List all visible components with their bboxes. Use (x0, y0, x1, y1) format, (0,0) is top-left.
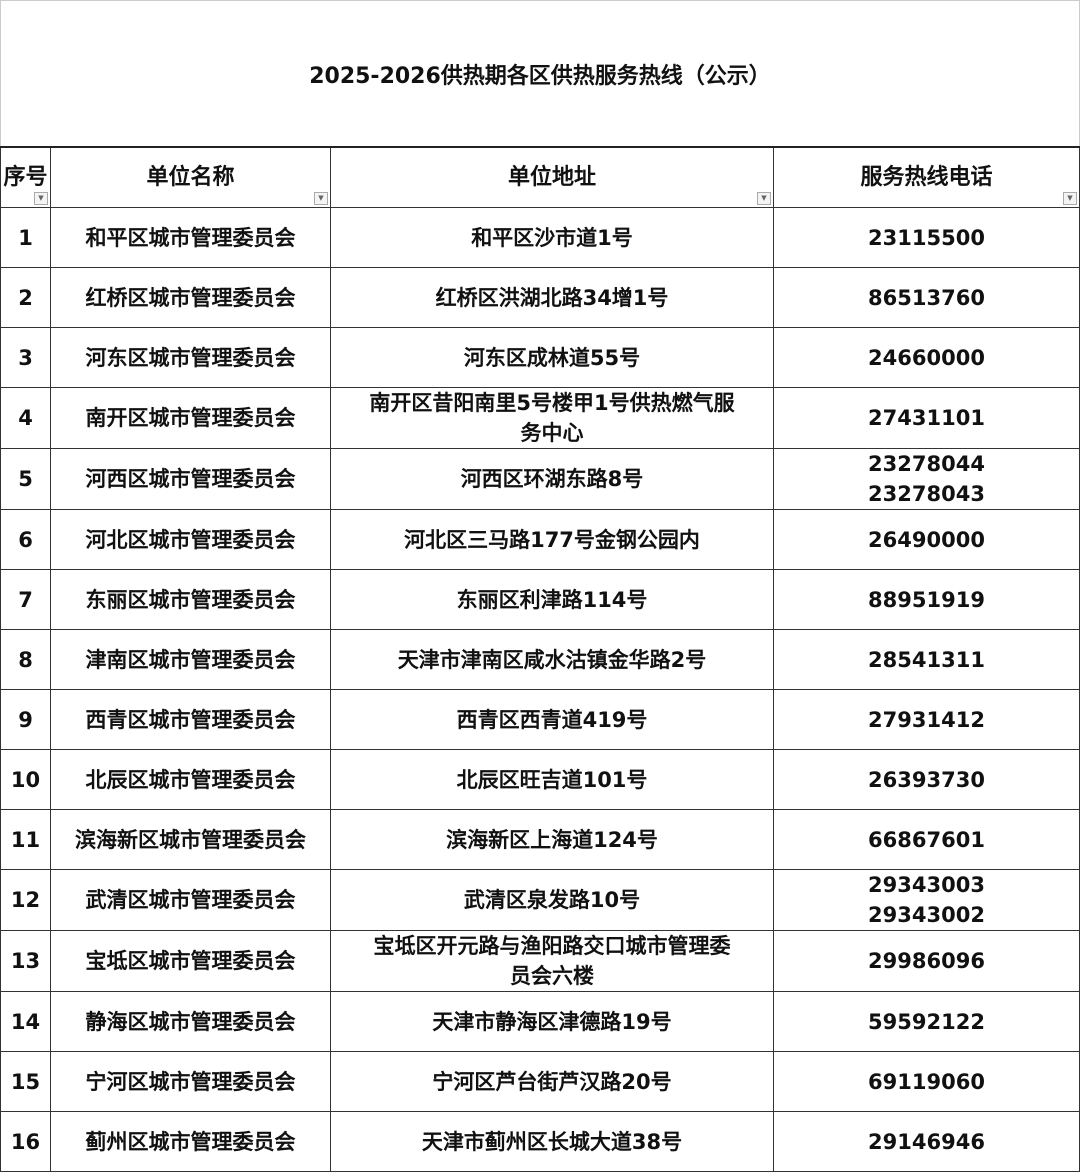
cell-unit-name: 西青区城市管理委员会 (50, 689, 331, 750)
cell-unit-name: 河西区城市管理委员会 (50, 448, 331, 510)
column-header-label: 序号 (3, 164, 48, 190)
cell-number: 8 (0, 629, 51, 690)
cell-hotline: 23115500 (773, 207, 1080, 268)
page-title: 2025-2026供热期各区供热服务热线（公示） (309, 64, 771, 89)
column-header-label: 单位名称 (146, 164, 235, 190)
cell-hotline: 86513760 (773, 267, 1080, 328)
table-row: 14 静海区城市管理委员会 天津市静海区津德路19号 59592122 (0, 991, 1080, 1052)
cell-unit-name: 宁河区城市管理委员会 (50, 1051, 331, 1112)
table-row: 8 津南区城市管理委员会 天津市津南区咸水沽镇金华路2号 28541311 (0, 629, 1080, 690)
cell-hotline: 29343003 29343002 (773, 869, 1080, 931)
cell-number: 7 (0, 569, 51, 630)
cell-unit-name: 东丽区城市管理委员会 (50, 569, 331, 630)
cell-address: 东丽区利津路114号 (330, 569, 774, 630)
table-row: 15 宁河区城市管理委员会 宁河区芦台街芦汉路20号 69119060 (0, 1051, 1080, 1112)
cell-hotline: 29146946 (773, 1111, 1080, 1172)
cell-address: 河北区三马路177号金钢公园内 (330, 509, 774, 570)
cell-unit-name: 滨海新区城市管理委员会 (50, 809, 331, 870)
column-header-unit-name: 单位名称 ▼ (50, 146, 331, 208)
table-row: 3 河东区城市管理委员会 河东区成林道55号 24660000 (0, 327, 1080, 388)
cell-unit-name: 宝坻区城市管理委员会 (50, 930, 331, 992)
cell-unit-name: 静海区城市管理委员会 (50, 991, 331, 1052)
column-header-hotline: 服务热线电话 ▼ (773, 146, 1080, 208)
table-row: 12 武清区城市管理委员会 武清区泉发路10号 29343003 29343002 (0, 869, 1080, 931)
cell-unit-name: 河东区城市管理委员会 (50, 327, 331, 388)
column-header-number: 序号 ▼ (0, 146, 51, 208)
cell-hotline: 88951919 (773, 569, 1080, 630)
cell-number: 2 (0, 267, 51, 328)
table-row: 7 东丽区城市管理委员会 东丽区利津路114号 88951919 (0, 569, 1080, 630)
cell-address: 河东区成林道55号 (330, 327, 774, 388)
cell-address: 武清区泉发路10号 (330, 869, 774, 931)
cell-number: 5 (0, 448, 51, 510)
cell-address: 宁河区芦台街芦汉路20号 (330, 1051, 774, 1112)
cell-unit-name: 津南区城市管理委员会 (50, 629, 331, 690)
cell-hotline: 69119060 (773, 1051, 1080, 1112)
cell-unit-name: 武清区城市管理委员会 (50, 869, 331, 931)
table-body: 1 和平区城市管理委员会 和平区沙市道1号 23115500 2 红桥区城市管理委员会 红桥… (0, 207, 1080, 1172)
cell-address: 红桥区洪湖北路34增1号 (330, 267, 774, 328)
table-row: 5 河西区城市管理委员会 河西区环湖东路8号 23278044 23278043 (0, 448, 1080, 510)
cell-hotline: 23278044 23278043 (773, 448, 1080, 510)
cell-hotline: 59592122 (773, 991, 1080, 1052)
cell-unit-name: 和平区城市管理委员会 (50, 207, 331, 268)
cell-number: 3 (0, 327, 51, 388)
cell-number: 14 (0, 991, 51, 1052)
column-header-label: 单位地址 (507, 164, 596, 190)
table-row: 11 滨海新区城市管理委员会 滨海新区上海道124号 66867601 (0, 809, 1080, 870)
cell-hotline: 26490000 (773, 509, 1080, 570)
table-row: 10 北辰区城市管理委员会 北辰区旺吉道101号 26393730 (0, 749, 1080, 810)
table-row: 9 西青区城市管理委员会 西青区西青道419号 27931412 (0, 689, 1080, 750)
cell-address: 西青区西青道419号 (330, 689, 774, 750)
cell-number: 4 (0, 387, 51, 449)
dropdown-filter-icon[interactable]: ▼ (757, 192, 771, 205)
cell-address: 河西区环湖东路8号 (330, 448, 774, 510)
table-row: 13 宝坻区城市管理委员会 宝坻区开元路与渔阳路交口城市管理委 员会六楼 299860… (0, 930, 1080, 992)
cell-number: 11 (0, 809, 51, 870)
hotline-table: 序号 ▼ 单位名称 ▼ 单位地址 ▼ 服务热线电话 ▼ 1 和平区城市管理委员会 和平区沙市… (0, 146, 1080, 1172)
cell-number: 1 (0, 207, 51, 268)
dropdown-filter-icon[interactable]: ▼ (1063, 192, 1077, 205)
cell-number: 10 (0, 749, 51, 810)
table-row: 16 蓟州区城市管理委员会 天津市蓟州区长城大道38号 29146946 (0, 1111, 1080, 1172)
table-row: 2 红桥区城市管理委员会 红桥区洪湖北路34增1号 86513760 (0, 267, 1080, 328)
cell-unit-name: 蓟州区城市管理委员会 (50, 1111, 331, 1172)
cell-address: 宝坻区开元路与渔阳路交口城市管理委 员会六楼 (330, 930, 774, 992)
cell-number: 6 (0, 509, 51, 570)
cell-number: 16 (0, 1111, 51, 1172)
cell-hotline: 28541311 (773, 629, 1080, 690)
cell-address: 北辰区旺吉道101号 (330, 749, 774, 810)
cell-number: 15 (0, 1051, 51, 1112)
cell-unit-name: 南开区城市管理委员会 (50, 387, 331, 449)
cell-hotline: 27431101 (773, 387, 1080, 449)
dropdown-filter-icon[interactable]: ▼ (314, 192, 328, 205)
cell-hotline: 26393730 (773, 749, 1080, 810)
cell-unit-name: 北辰区城市管理委员会 (50, 749, 331, 810)
cell-address: 和平区沙市道1号 (330, 207, 774, 268)
cell-hotline: 27931412 (773, 689, 1080, 750)
cell-number: 12 (0, 869, 51, 931)
table-row: 4 南开区城市管理委员会 南开区昔阳南里5号楼甲1号供热燃气服 务中心 2743110… (0, 387, 1080, 449)
cell-unit-name: 河北区城市管理委员会 (50, 509, 331, 570)
cell-hotline: 66867601 (773, 809, 1080, 870)
cell-number: 9 (0, 689, 51, 750)
header-row: 序号 ▼ 单位名称 ▼ 单位地址 ▼ 服务热线电话 ▼ (0, 146, 1080, 208)
cell-hotline: 24660000 (773, 327, 1080, 388)
table-row: 1 和平区城市管理委员会 和平区沙市道1号 23115500 (0, 207, 1080, 268)
column-header-label: 服务热线电话 (860, 164, 993, 190)
cell-unit-name: 红桥区城市管理委员会 (50, 267, 331, 328)
cell-hotline: 29986096 (773, 930, 1080, 992)
cell-address: 天津市津南区咸水沽镇金华路2号 (330, 629, 774, 690)
cell-address: 天津市蓟州区长城大道38号 (330, 1111, 774, 1172)
table-row: 6 河北区城市管理委员会 河北区三马路177号金钢公园内 26490000 (0, 509, 1080, 570)
cell-address: 天津市静海区津德路19号 (330, 991, 774, 1052)
cell-address: 滨海新区上海道124号 (330, 809, 774, 870)
cell-number: 13 (0, 930, 51, 992)
column-header-address: 单位地址 ▼ (330, 146, 774, 208)
dropdown-filter-icon[interactable]: ▼ (34, 192, 48, 205)
cell-address: 南开区昔阳南里5号楼甲1号供热燃气服 务中心 (330, 387, 774, 449)
